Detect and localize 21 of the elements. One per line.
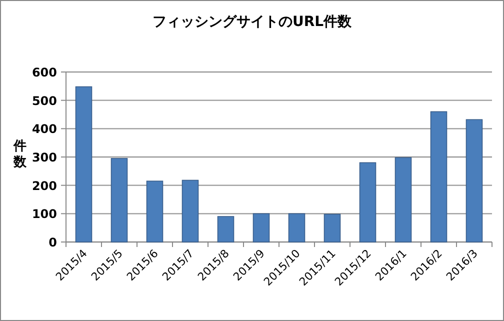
y-tick-label: 0 xyxy=(48,236,57,250)
ylabel: 件数 xyxy=(14,139,26,170)
bar xyxy=(466,119,483,242)
bar xyxy=(146,180,164,242)
bar xyxy=(359,162,376,242)
y-tick-label: 500 xyxy=(32,94,57,108)
y-tick-label: 600 xyxy=(32,66,57,80)
bar xyxy=(75,86,92,242)
bar xyxy=(430,111,448,242)
y-tick-label: 100 xyxy=(32,207,57,222)
y-tick-label: 400 xyxy=(32,122,57,136)
y-tick-label: 300 xyxy=(32,150,57,164)
y-tick-label: 200 xyxy=(32,178,57,193)
bar xyxy=(288,213,306,242)
bar xyxy=(324,214,341,242)
bar xyxy=(394,157,412,242)
chart-title: フィッシングサイトのURL件数 xyxy=(152,14,353,30)
bar xyxy=(252,213,270,242)
bar xyxy=(110,158,128,242)
bar xyxy=(182,180,199,242)
bar xyxy=(217,216,234,242)
